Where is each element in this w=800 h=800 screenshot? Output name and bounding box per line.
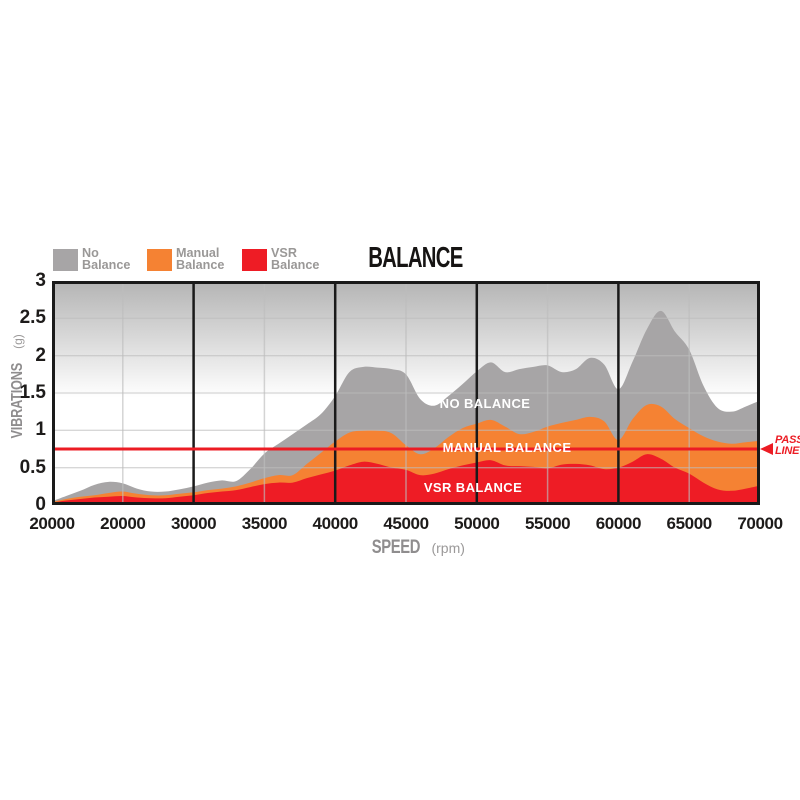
x-tick-label-6: 50000 [454,514,500,533]
x-tick-label-8: 60000 [595,514,642,533]
x-tick-label-9: 65000 [666,514,713,533]
legend-item-no-balance: No Balance [53,245,132,272]
legend-label-manual-line1: Manual [176,245,220,260]
y-tick-label-0: 0 [35,494,46,515]
y-tick-label-1: 1 [35,419,46,441]
x-tick-label-4: 40000 [312,514,359,533]
pass-line-arrow-icon [760,443,773,455]
manual-balance-swatch-icon [147,249,172,271]
vsr-balance-area-label: VSR BALANCE [423,480,523,495]
legend-label-vsr-line1: VSR [271,245,297,260]
x-tick-label-0: 20000 [29,514,75,533]
y-tick-label-0.5: 0.5 [19,456,46,478]
legend-label-no-line2: Balance [82,257,131,272]
pass-line-label: PASS LINE [775,434,800,457]
x-tick-label-1: 20000 [100,514,146,533]
chart-title: BALANCE [367,242,463,274]
legend-label-no-line1: No [82,245,99,260]
x-tick-label-5: 45000 [383,514,429,533]
y-tick-label-3: 3 [35,270,46,291]
legend-label-manual-line2: Balance [176,257,225,272]
x-tick-label-2: 30000 [170,514,217,533]
x-axis-title: SPEED (rpm) [371,537,465,558]
legend-item-vsr-balance: VSR Balance [242,245,321,272]
plot-area [52,281,760,505]
x-tick-label-3: 35000 [241,514,288,533]
no-balance-area-label: NO BALANCE [439,396,531,411]
x-tick-label-10: 70000 [737,514,783,533]
y-tick-label-1.5: 1.5 [19,382,46,403]
legend-label-vsr-line2: Balance [271,257,320,272]
no-balance-swatch-icon [53,249,78,271]
plot-svg [52,281,760,505]
legend-item-manual-balance: Manual Balance [147,245,226,272]
y-tick-label-2.5: 2.5 [19,307,46,329]
manual-balance-area-label: MANUAL BALANCE [442,440,572,455]
y-tick-label-2: 2 [35,344,46,366]
x-tick-label-7: 55000 [524,514,571,533]
vsr-balance-swatch-icon [242,249,267,271]
